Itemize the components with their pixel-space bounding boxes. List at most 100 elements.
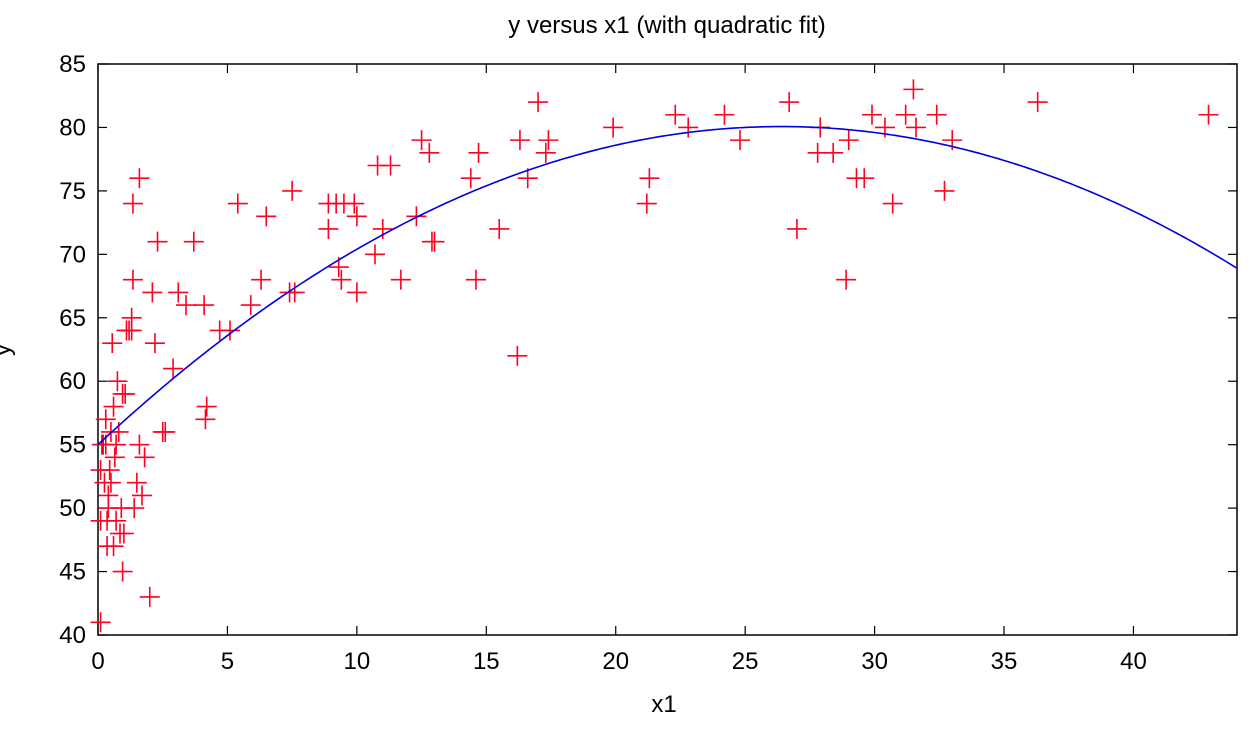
data-point	[665, 104, 686, 125]
data-point	[380, 155, 401, 176]
data-point	[838, 130, 859, 151]
x-tick-label: 40	[1120, 648, 1147, 675]
data-point	[346, 282, 367, 303]
y-axis-label: y	[0, 344, 16, 356]
x-tick-label: 20	[602, 648, 629, 675]
data-point	[603, 117, 624, 138]
data-point	[240, 295, 261, 316]
data-point	[103, 396, 124, 417]
x-tick-label: 10	[344, 648, 371, 675]
data-point	[194, 295, 215, 316]
data-point	[122, 269, 143, 290]
data-point	[895, 104, 916, 125]
plot-area: 0 5 10 15 20 25 30 35 40 40 45 50 55 60 65 70 75 80 85	[59, 51, 1238, 675]
data-point	[836, 269, 857, 290]
data-point	[509, 130, 530, 151]
data-point	[134, 447, 155, 468]
y-tick-label: 80	[59, 114, 86, 141]
data-point	[331, 269, 352, 290]
data-point	[678, 117, 699, 138]
data-point	[779, 92, 800, 113]
data-point	[256, 206, 277, 227]
data-point	[411, 130, 432, 151]
data-point	[112, 561, 133, 582]
x-axis-label: x1	[651, 691, 676, 718]
x-tick-label: 0	[91, 648, 104, 675]
data-point	[196, 396, 217, 417]
data-point	[103, 536, 124, 557]
x-tick-label: 15	[473, 648, 500, 675]
data-point	[346, 206, 367, 227]
data-point	[168, 282, 189, 303]
y-tick-label: 50	[59, 495, 86, 522]
data-point	[372, 218, 393, 239]
data-point	[639, 168, 660, 189]
x-tick-label: 25	[732, 648, 759, 675]
y-tick-label: 60	[59, 368, 86, 395]
data-point	[195, 409, 216, 430]
plot-frame	[97, 63, 1238, 636]
data-point	[538, 130, 559, 151]
data-point	[129, 168, 150, 189]
data-point	[489, 218, 510, 239]
data-point	[90, 612, 111, 633]
data-point	[882, 193, 903, 214]
data-point	[147, 231, 168, 252]
data-point	[507, 345, 528, 366]
data-point	[862, 104, 883, 125]
y-tick-label: 85	[59, 51, 86, 78]
data-point	[318, 218, 339, 239]
data-point	[344, 193, 365, 214]
data-point	[714, 104, 735, 125]
data-point	[460, 168, 481, 189]
y-tick-label: 75	[59, 178, 86, 205]
data-point	[468, 142, 489, 163]
data-point	[636, 193, 657, 214]
quadratic-fit-line	[98, 125, 1237, 446]
data-point	[115, 383, 136, 404]
data-point	[176, 295, 197, 316]
data-point	[129, 434, 150, 455]
x-tick-label: 35	[991, 648, 1018, 675]
data-point	[144, 333, 165, 354]
data-point	[122, 193, 143, 214]
data-point	[906, 117, 927, 138]
x-tick-label: 5	[221, 648, 234, 675]
data-point	[106, 434, 127, 455]
data-point	[121, 307, 142, 328]
data-point	[99, 460, 120, 481]
y-tick-label: 55	[59, 432, 86, 459]
data-point	[1198, 104, 1219, 125]
y-tick-label: 45	[59, 559, 86, 586]
data-point	[124, 498, 145, 519]
data-point	[465, 269, 486, 290]
data-point	[823, 142, 844, 163]
data-point	[139, 586, 160, 607]
data-point	[424, 231, 445, 252]
data-point	[227, 193, 248, 214]
data-point	[126, 472, 147, 493]
data-point	[786, 218, 807, 239]
data-point	[729, 130, 750, 151]
data-point	[528, 92, 549, 113]
data-point	[107, 371, 128, 392]
data-point	[163, 358, 184, 379]
data-point	[1027, 92, 1048, 113]
data-point	[100, 472, 121, 493]
data-point	[364, 244, 385, 265]
data-point	[926, 104, 947, 125]
data-point	[406, 206, 427, 227]
data-point	[95, 409, 116, 430]
x-tick-label: 30	[861, 648, 888, 675]
y-tick-label: 40	[59, 622, 86, 649]
data-point	[282, 180, 303, 201]
data-point	[517, 168, 538, 189]
data-point	[854, 168, 875, 189]
data-point	[934, 180, 955, 201]
data-point	[102, 333, 123, 354]
y-tick-label: 65	[59, 305, 86, 332]
data-point	[132, 485, 153, 506]
y-tick-label: 70	[59, 241, 86, 268]
